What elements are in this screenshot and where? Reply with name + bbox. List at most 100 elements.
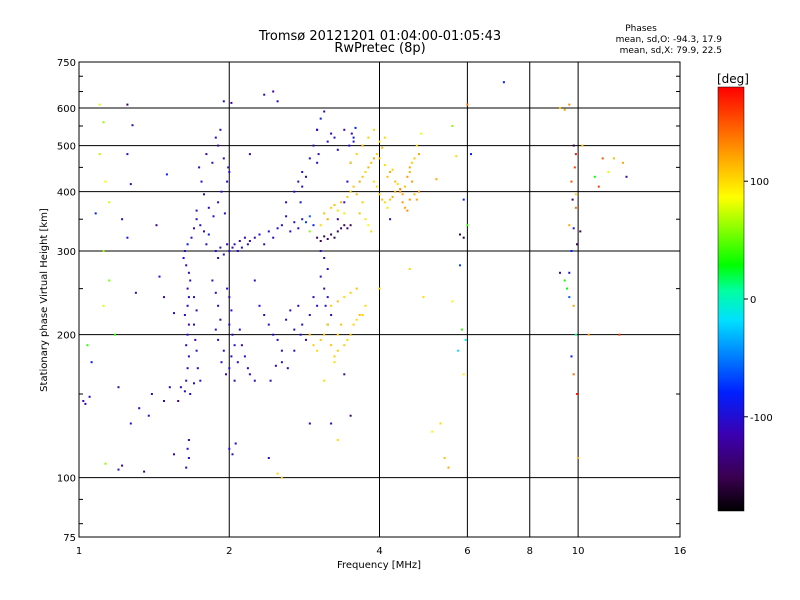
colorbar-ticks: 100 0 -100 <box>744 177 773 424</box>
data-point <box>217 338 220 341</box>
data-point <box>308 157 311 160</box>
x-tick-label: 4 <box>376 546 382 557</box>
data-point <box>323 235 326 238</box>
data-point <box>375 153 378 156</box>
data-point <box>343 201 346 204</box>
data-point <box>187 271 190 274</box>
data-point <box>625 175 628 178</box>
data-point <box>198 166 201 169</box>
data-point <box>297 227 300 230</box>
data-point <box>389 171 392 173</box>
data-point <box>243 236 246 239</box>
data-point <box>355 318 358 321</box>
data-point <box>88 395 91 398</box>
chart-title: Tromsø 20121201 01:04:00-01:05:43 <box>258 29 501 44</box>
data-point <box>326 323 329 326</box>
data-point <box>129 183 132 186</box>
data-point <box>420 132 423 135</box>
data-point <box>193 227 195 230</box>
data-point <box>333 136 336 139</box>
data-point <box>470 153 472 156</box>
data-point <box>349 224 352 227</box>
data-point <box>563 279 566 282</box>
data-point <box>597 185 600 188</box>
data-point <box>404 206 406 209</box>
data-point <box>383 164 386 167</box>
data-point <box>411 161 414 164</box>
data-point <box>214 291 217 294</box>
x-tick-label: 1 <box>76 546 82 557</box>
data-point <box>355 153 358 156</box>
data-point <box>326 296 329 299</box>
colorbar-tick-label: 100 <box>750 177 769 188</box>
data-point <box>129 422 132 425</box>
data-point <box>163 400 165 402</box>
data-point <box>301 171 304 173</box>
data-point <box>316 128 319 131</box>
data-point <box>346 195 349 198</box>
data-point <box>408 198 411 201</box>
data-point <box>227 166 230 169</box>
data-point <box>354 126 357 129</box>
data-point <box>317 153 320 156</box>
data-point <box>312 144 315 147</box>
data-point <box>207 206 210 209</box>
data-point <box>466 224 469 227</box>
data-point <box>326 140 329 143</box>
data-point <box>248 240 251 242</box>
data-point <box>394 190 397 193</box>
data-point <box>418 190 420 193</box>
data-point <box>323 379 326 382</box>
data-point <box>305 338 307 341</box>
data-point <box>346 180 349 183</box>
data-point <box>326 238 329 240</box>
data-point <box>383 201 386 204</box>
data-point <box>340 227 343 230</box>
data-point <box>375 185 378 188</box>
data-point <box>219 318 222 321</box>
data-point <box>312 344 315 347</box>
data-point <box>230 309 233 312</box>
data-point <box>349 291 352 294</box>
data-point <box>401 193 404 196</box>
stats-line-o: mean, sd,O: -94.3, 17.9 <box>616 35 723 45</box>
x-tick-label: 8 <box>527 546 533 557</box>
x-axis-ticks: 1 2 4 6 8 10 16 <box>76 546 687 557</box>
data-point <box>194 338 197 341</box>
y-tick-label: 600 <box>57 104 76 115</box>
data-point <box>238 240 241 242</box>
data-point <box>222 157 225 160</box>
data-point <box>462 373 465 376</box>
data-point <box>343 224 346 227</box>
data-point <box>406 209 409 212</box>
colorbar <box>717 86 745 512</box>
data-point <box>183 250 186 252</box>
data-point <box>280 224 283 227</box>
data-point <box>333 355 336 358</box>
data-point <box>389 218 392 221</box>
data-point <box>464 338 467 341</box>
data-point <box>272 90 275 93</box>
data-point <box>570 180 573 183</box>
data-point <box>413 157 416 160</box>
data-point <box>378 287 381 290</box>
data-point <box>187 296 190 299</box>
data-point <box>90 361 93 364</box>
data-point <box>431 430 434 433</box>
data-point <box>622 161 624 164</box>
colorbar-label: [deg] <box>717 72 749 86</box>
data-point <box>466 103 469 106</box>
y-axis-label: Stationary phase Virtual Height [km] <box>39 208 50 392</box>
data-point <box>383 136 386 139</box>
data-point <box>117 468 120 471</box>
data-point <box>422 296 425 299</box>
data-point <box>108 279 111 282</box>
data-point <box>404 185 406 188</box>
data-point <box>364 171 367 173</box>
data-point <box>391 195 394 198</box>
data-point <box>352 185 355 188</box>
data-point <box>316 236 319 239</box>
data-point <box>187 439 190 441</box>
data-point <box>285 215 288 218</box>
data-point <box>568 224 571 227</box>
